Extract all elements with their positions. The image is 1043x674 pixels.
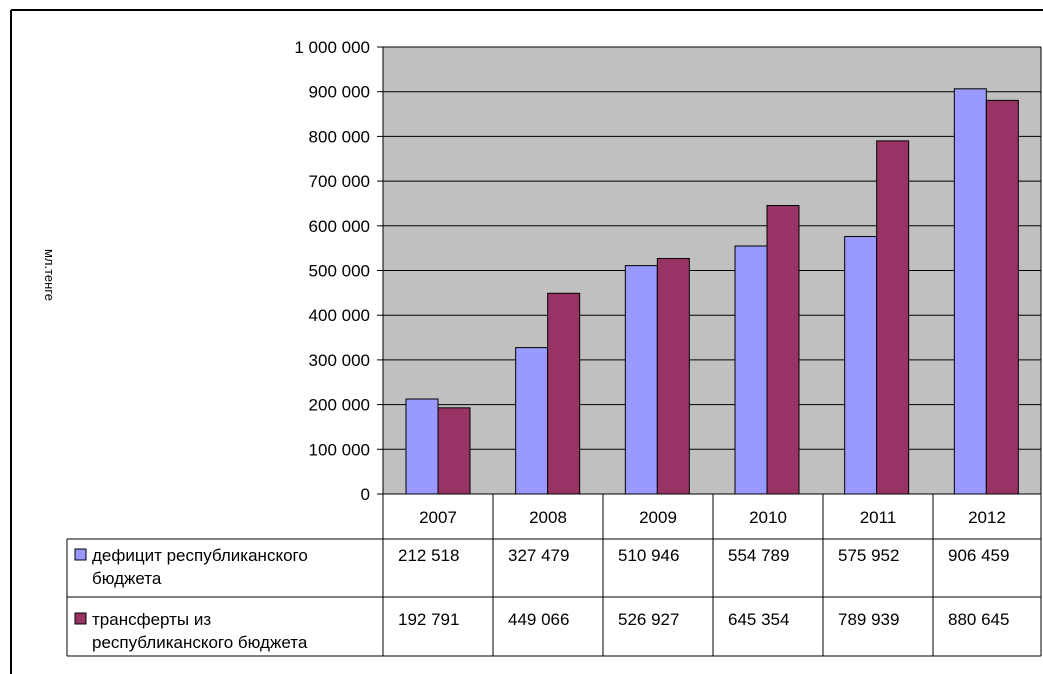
data-label: 327 479	[508, 546, 569, 565]
data-label: 645 354	[728, 610, 789, 629]
bar	[438, 408, 470, 494]
bar	[735, 246, 767, 494]
data-label: 510 946	[618, 546, 679, 565]
y-tick-label: 1 000 000	[294, 38, 370, 57]
y-tick-label: 100 000	[309, 440, 370, 459]
y-tick-label: 800 000	[309, 127, 370, 146]
x-tick-label: 2008	[529, 508, 567, 527]
bar	[767, 206, 799, 494]
bar	[406, 399, 438, 494]
data-label: 212 518	[398, 546, 459, 565]
data-label: 906 459	[948, 546, 1009, 565]
x-tick-label: 2010	[749, 508, 787, 527]
bar	[877, 141, 909, 494]
y-tick-label: 0	[361, 485, 370, 504]
y-tick-label: 300 000	[309, 351, 370, 370]
y-tick-label: 400 000	[309, 306, 370, 325]
y-tick-label: 700 000	[309, 172, 370, 191]
data-label: 449 066	[508, 610, 569, 629]
legend-label: трансферты из	[92, 610, 211, 629]
data-label: 789 939	[838, 610, 899, 629]
y-axis-title: мл.тенге	[42, 249, 57, 301]
legend-swatch	[75, 549, 86, 560]
legend-swatch	[75, 613, 86, 624]
x-tick-label: 2007	[419, 508, 457, 527]
bar	[954, 89, 986, 494]
data-label: 554 789	[728, 546, 789, 565]
y-tick-label: 600 000	[309, 217, 370, 236]
y-tick-label: 200 000	[309, 396, 370, 415]
data-label: 192 791	[398, 610, 459, 629]
x-tick-label: 2009	[639, 508, 677, 527]
x-tick-label: 2011	[860, 508, 897, 527]
bar	[548, 293, 580, 494]
y-tick-label: 500 000	[309, 262, 370, 281]
bar	[657, 258, 689, 494]
bar	[986, 100, 1018, 494]
bar	[625, 266, 657, 494]
bar	[516, 348, 548, 494]
legend-label: республиканского бюджета	[92, 633, 308, 652]
data-label: 880 645	[948, 610, 1009, 629]
y-tick-label: 900 000	[309, 83, 370, 102]
data-label: 575 952	[838, 546, 899, 565]
legend-label: бюджета	[92, 569, 162, 588]
bar	[845, 237, 877, 494]
data-label: 526 927	[618, 610, 679, 629]
x-tick-label: 2012	[968, 508, 1006, 527]
legend-label: дефицит республиканского	[92, 546, 308, 565]
